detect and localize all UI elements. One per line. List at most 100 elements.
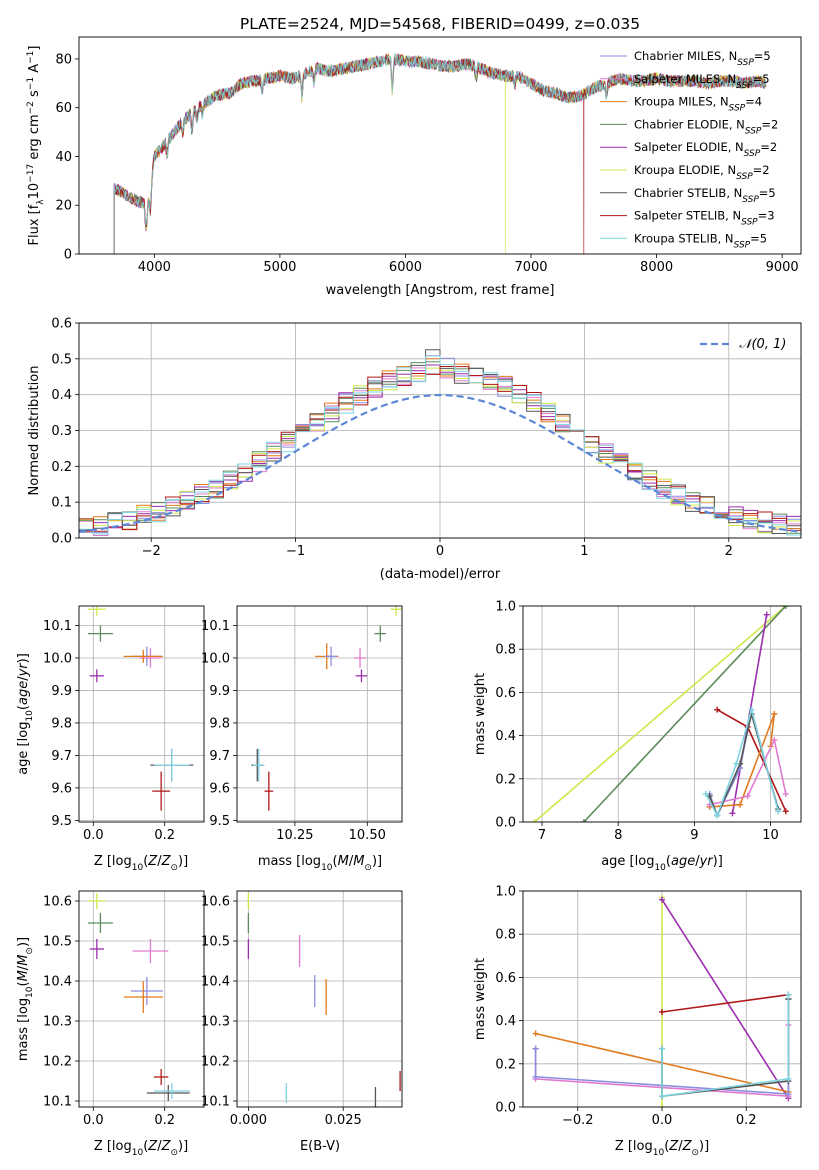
- x-tick-label: 4000: [138, 260, 171, 275]
- x-tick-label: −1: [286, 544, 305, 559]
- histogram-steps: [79, 355, 801, 536]
- y-tick-label: 10.0: [43, 651, 72, 666]
- y-tick-label: 80: [55, 52, 72, 67]
- x-tick-label: 1: [580, 544, 588, 559]
- weight-marker: [729, 810, 736, 817]
- mass-vs-ebv-panel: 0.000 0.025 10.1 10.2 10.3 10.4 10.5 10.6 E(B-V): [201, 890, 403, 1154]
- y-tick-label: 10.3: [43, 1015, 72, 1030]
- weight-marker: [785, 1075, 792, 1082]
- x-axis-label: Z [log10(Z/Z⊙)]: [94, 1139, 188, 1158]
- x-tick-label: −2: [142, 544, 161, 559]
- weight-marker: [771, 711, 778, 717]
- y-axis-label: Flux [fλ10−17 erg cm−2 s−1 A−1]: [26, 46, 46, 246]
- y-tick-label: 0.6: [495, 971, 516, 986]
- legend-label: Chabrier ELODIE, NSSP=2: [634, 117, 778, 136]
- weight-line: [583, 606, 787, 822]
- weight-marker: [531, 819, 538, 822]
- x-tick-label: 10.25: [276, 828, 313, 843]
- y-tick-label: 9.6: [51, 781, 72, 796]
- legend-label: Kroupa ELODIE, NSSP=2: [634, 163, 770, 182]
- y-axis-label: age [log10(age/yr)]: [16, 653, 35, 775]
- plot-frame: [236, 890, 403, 1108]
- y-tick-label: 10.1: [201, 619, 230, 634]
- plot-frame: [522, 890, 802, 1108]
- y-tick-label: 10.1: [43, 1095, 72, 1110]
- y-tick-label: 9.8: [51, 716, 72, 731]
- x-tick-label: 0.2: [154, 1113, 175, 1128]
- plot-frame: [78, 890, 205, 1108]
- plot-frame: [78, 322, 802, 539]
- legend-label: Chabrier MILES, NSSP=5: [634, 49, 771, 68]
- y-tick-label: 10.4: [43, 975, 72, 990]
- weight-marker: [532, 1045, 539, 1052]
- y-tick-label: 0.4: [51, 388, 72, 403]
- weight-marker: [748, 706, 755, 713]
- plot-background: [79, 37, 801, 254]
- plot-area: [251, 606, 402, 811]
- x-tick-label: 0.025: [325, 1113, 362, 1128]
- x-tick-label: 6000: [389, 260, 422, 275]
- plot-area: [532, 894, 792, 1107]
- weight-marker: [737, 801, 744, 808]
- weight-line: [661, 899, 790, 1099]
- x-axis-label: age [log10(age/yr)]: [601, 854, 723, 873]
- figure-title: PLATE=2524, MJD=54568, FIBERID=0499, z=0…: [240, 15, 640, 33]
- spectrum-panel: 4000 5000 6000 7000 8000 9000 0 20 40 60 80 Chabrie…: [26, 36, 802, 298]
- x-axis-label: mass [log10(M/M⊙)]: [258, 854, 382, 873]
- x-tick-label: 10.50: [349, 828, 386, 843]
- y-tick-label: 0.2: [495, 1057, 516, 1072]
- x-tick-label: 0.0: [83, 1113, 104, 1128]
- y-tick-label: 10.2: [201, 1055, 230, 1070]
- weight-line: [533, 606, 787, 822]
- y-tick-label: 0.8: [495, 928, 516, 943]
- plot-area: [79, 349, 801, 536]
- y-tick-label: 40: [55, 150, 72, 165]
- y-tick-label: 9.9: [51, 684, 72, 699]
- y-tick-label: 0.8: [495, 643, 516, 658]
- y-axis-label: mass weight: [473, 958, 488, 1040]
- y-tick-label: 0.3: [51, 424, 72, 439]
- y-tick-label: 10.2: [43, 1055, 72, 1070]
- y-tick-label: 10.1: [43, 619, 72, 634]
- y-tick-label: 0.1: [51, 496, 72, 511]
- legend-label: 𝒩(0, 1): [739, 337, 786, 352]
- x-tick-label: 0.0: [83, 828, 104, 843]
- y-tick-label: 10.6: [43, 895, 72, 910]
- plot-frame: [236, 605, 403, 823]
- y-tick-label: 20: [55, 199, 72, 214]
- plot-frame: [522, 605, 802, 823]
- x-tick-label: 7000: [514, 260, 547, 275]
- plot-area: [87, 893, 190, 1101]
- y-tick-label: 60: [55, 101, 72, 116]
- plot-area: [113, 52, 767, 254]
- y-tick-label: 10.3: [201, 1015, 230, 1030]
- x-tick-label: 8: [614, 828, 622, 843]
- legend-label: Salpeter ELODIE, NSSP=2: [634, 140, 777, 159]
- weight-marker: [659, 1008, 665, 1015]
- weight-marker: [714, 706, 721, 713]
- weight-marker: [733, 760, 740, 767]
- y-tick-label: 0.4: [495, 729, 516, 744]
- y-tick-label: 0.2: [495, 772, 516, 787]
- y-tick-label: 9.7: [209, 749, 230, 764]
- y-tick-label: 0.6: [495, 686, 516, 701]
- weight-line: [709, 713, 776, 808]
- plot-frame: [78, 36, 802, 255]
- age-vs-metallicity-panel: 0.0 0.2 9.5 9.6 9.7 9.8 9.9 10.0 10.1 Z [log10(Z/…: [16, 605, 205, 873]
- y-tick-label: 10.6: [201, 895, 230, 910]
- weight-marker: [782, 606, 789, 609]
- y-tick-label: 0: [64, 248, 72, 263]
- plot-area: [87, 606, 194, 811]
- x-tick-label: 0.0: [652, 1113, 673, 1128]
- y-tick-label: 0.0: [495, 1101, 516, 1116]
- weight-marker: [580, 819, 587, 822]
- x-tick-label: 8000: [640, 260, 673, 275]
- x-tick-label: 9000: [766, 260, 799, 275]
- y-tick-label: 9.9: [209, 684, 230, 699]
- y-axis-label: mass [log10(M/M⊙)]: [16, 937, 35, 1061]
- plot-area: [247, 893, 401, 1107]
- y-tick-label: 0.0: [51, 532, 72, 547]
- weight-marker: [532, 1073, 539, 1080]
- weight-marker: [702, 790, 709, 797]
- x-axis-label: (data-model)/error: [380, 567, 501, 582]
